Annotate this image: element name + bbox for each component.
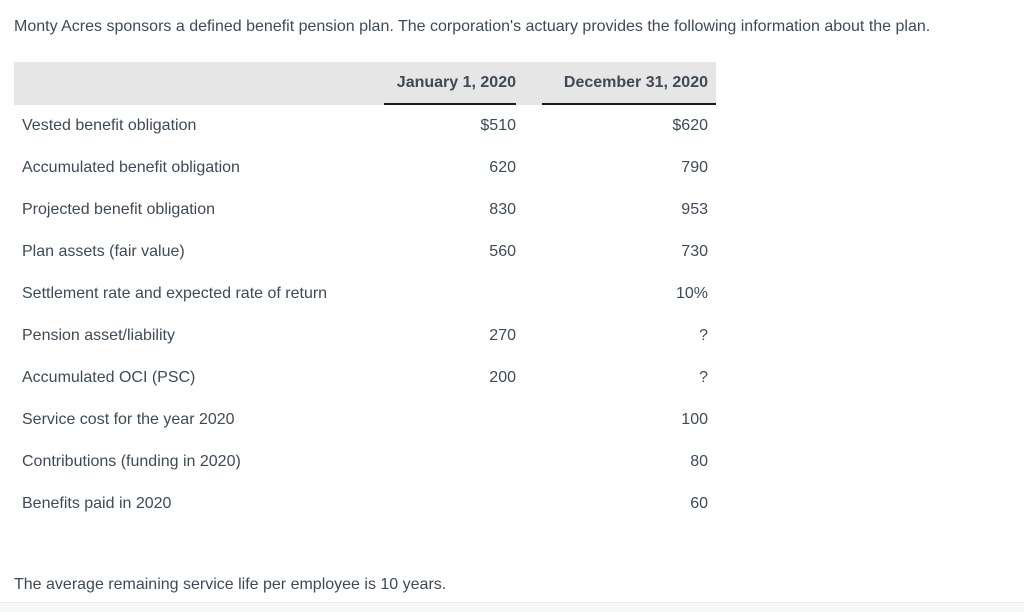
row-value-december: 790 bbox=[681, 159, 708, 176]
row-value-january: 830 bbox=[489, 201, 516, 218]
row-value-december: 730 bbox=[681, 243, 708, 260]
row-label: Contributions (funding in 2020) bbox=[22, 453, 241, 470]
row-value-december: 80 bbox=[690, 453, 708, 470]
row-label: Pension asset/liability bbox=[22, 327, 175, 344]
row-value-december: 60 bbox=[690, 495, 708, 512]
table-row: Settlement rate and expected rate of ret… bbox=[14, 273, 716, 315]
row-value-december: 100 bbox=[681, 411, 708, 428]
row-label: Benefits paid in 2020 bbox=[22, 495, 172, 512]
row-label: Accumulated OCI (PSC) bbox=[22, 369, 196, 386]
row-value-january: $510 bbox=[480, 117, 516, 134]
column-header-january: January 1, 2020 bbox=[384, 62, 516, 105]
row-value-december: $620 bbox=[672, 117, 708, 134]
row-value-january: 270 bbox=[489, 327, 516, 344]
row-label: Settlement rate and expected rate of ret… bbox=[22, 285, 328, 302]
row-value-december: ? bbox=[699, 327, 708, 344]
footer-text: The average remaining service life per e… bbox=[14, 576, 447, 593]
row-label: Projected benefit obligation bbox=[22, 201, 216, 218]
table-row: Contributions (funding in 2020) 80 bbox=[14, 441, 716, 483]
page-edge-strip bbox=[0, 602, 1024, 612]
table-row: Plan assets (fair value) 560 730 bbox=[14, 231, 716, 273]
intro-text: Monty Acres sponsors a defined benefit p… bbox=[14, 18, 931, 35]
table-row: Benefits paid in 2020 60 bbox=[14, 483, 716, 525]
row-label: Service cost for the year 2020 bbox=[22, 411, 235, 428]
row-value-january: 200 bbox=[489, 369, 516, 386]
row-label: Vested benefit obligation bbox=[22, 117, 197, 134]
table-body: Vested benefit obligation $510 $620 Accumul… bbox=[14, 105, 716, 525]
pension-data-table: January 1, 2020 December 31, 2020 Vested… bbox=[14, 62, 716, 525]
table-header-row: January 1, 2020 December 31, 2020 bbox=[14, 62, 716, 105]
header-label-spacer bbox=[14, 62, 384, 105]
row-value-january: 620 bbox=[489, 159, 516, 176]
table-row: Service cost for the year 2020 100 bbox=[14, 399, 716, 441]
table-row: Vested benefit obligation $510 $620 bbox=[14, 105, 716, 147]
row-value-january: 560 bbox=[489, 243, 516, 260]
table-row: Accumulated OCI (PSC) 200? bbox=[14, 357, 716, 399]
row-value-december: 953 bbox=[681, 201, 708, 218]
row-value-december: 10% bbox=[675, 285, 708, 302]
table-row: Accumulated benefit obligation 620 790 bbox=[14, 147, 716, 189]
table-row: Pension asset/liability 270? bbox=[14, 315, 716, 357]
column-header-december: December 31, 2020 bbox=[542, 62, 716, 105]
header-column-gap bbox=[516, 62, 542, 105]
table-row: Projected benefit obligation 830 953 bbox=[14, 189, 716, 231]
row-value-december: ? bbox=[699, 369, 708, 386]
row-label: Accumulated benefit obligation bbox=[22, 159, 240, 176]
row-label: Plan assets (fair value) bbox=[22, 243, 185, 260]
